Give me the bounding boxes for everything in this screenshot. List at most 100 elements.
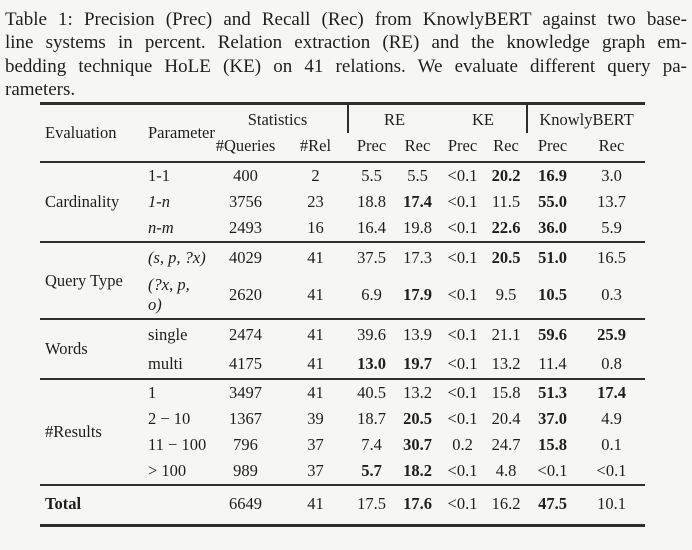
value-cell: 13.2: [491, 353, 521, 373]
table-row: 1-n 3756 23 18.8 17.4 <0.1 11.5 55.0 13.…: [40, 189, 645, 215]
value-cell: 5.5: [361, 166, 382, 186]
value-cell: 16.9: [538, 166, 567, 186]
header-evaluation: Evaluation: [45, 122, 117, 142]
parameter-cell: n-m: [148, 218, 174, 238]
total-row: Total 6649 41 17.5 17.6 <0.1 16.2 47.5 1…: [40, 485, 645, 525]
header-queries: #Queries: [215, 135, 276, 155]
value-cell: 0.8: [601, 353, 622, 373]
value-cell: 0.1: [601, 435, 622, 455]
value-cell: 23: [307, 192, 324, 212]
value-cell: 4.9: [601, 409, 622, 429]
value-cell: <0.1: [447, 461, 478, 481]
value-cell: <0.1: [447, 192, 478, 212]
value-cell: <0.1: [537, 461, 568, 481]
value-cell: 5.9: [601, 218, 622, 238]
value-cell: 0.3: [601, 285, 622, 305]
row-group-label: #Results: [45, 422, 102, 442]
value-cell: 3.0: [601, 166, 622, 186]
row-group-label: Query Type: [45, 270, 123, 290]
value-cell: <0.1: [447, 409, 478, 429]
value-cell: 18.8: [357, 192, 386, 212]
value-cell: 20.2: [491, 166, 521, 186]
parameter-cell: 1: [148, 383, 157, 403]
header-rel: #Rel: [299, 135, 332, 155]
value-cell: 30.7: [403, 435, 432, 455]
value-cell: 989: [233, 461, 258, 481]
table-header: Evaluation Parameter Statistics RE KE Kn…: [40, 103, 645, 163]
row-group-label: Cardinality: [45, 192, 120, 212]
value-cell: <0.1: [447, 383, 478, 403]
value-cell: 796: [233, 435, 258, 455]
header-group-knowlybert: KnowlyBERT: [526, 103, 645, 134]
parameter-cell: 1-1: [148, 166, 170, 186]
value-cell: 25.9: [597, 324, 626, 344]
value-cell: 5.5: [407, 166, 428, 186]
table-row: multi 4175 41 13.0 19.7 <0.1 13.2 11.4 0…: [40, 349, 645, 379]
header-ke-rec: Rec: [493, 135, 519, 155]
header-parameter: Parameter: [148, 122, 215, 142]
parameter-cell: > 100: [148, 461, 187, 481]
value-cell: 41: [307, 324, 324, 344]
section-query-type: Query Type (s, p, ?x) 4029 41 37.5 17.3 …: [40, 242, 645, 319]
value-cell: 21.1: [491, 324, 521, 344]
value-cell: 16.4: [357, 218, 386, 238]
table-row: #Results 1 3497 41 40.5 13.2 <0.1 15.8 5…: [40, 379, 645, 441]
value-cell: 51.0: [538, 247, 567, 267]
value-cell: 47.5: [538, 494, 567, 514]
table-row: Cardinality 1-1 400 2 5.5 5.5 <0.1 20.2 …: [40, 162, 645, 211]
value-cell: 15.8: [491, 383, 521, 403]
header-group-row: Evaluation Parameter Statistics RE KE Kn…: [40, 103, 645, 142]
value-cell: 51.3: [538, 383, 567, 403]
value-cell: 2493: [229, 218, 262, 238]
table-row: (?x, p, o) 2620 41 6.9 17.9 <0.1 9.5 10.…: [40, 272, 645, 319]
value-cell: 7.4: [361, 435, 382, 455]
value-cell: 11.4: [538, 353, 567, 373]
value-cell: 24.7: [491, 435, 521, 455]
value-cell: 39: [307, 409, 324, 429]
value-cell: 6649: [229, 494, 262, 514]
caption-line: Table 1: Precision (Prec) and Recall (Re…: [5, 9, 687, 30]
header-kb-rec: Rec: [598, 135, 625, 155]
value-cell: 17.4: [597, 383, 626, 403]
value-cell: 4.8: [495, 461, 517, 481]
value-cell: 3497: [229, 383, 262, 403]
table-row: n-m 2493 16 16.4 19.8 <0.1 22.6 36.0 5.9: [40, 215, 645, 242]
value-cell: 10.5: [538, 285, 567, 305]
value-cell: 17.5: [357, 494, 386, 514]
value-cell: 19.7: [403, 353, 432, 373]
results-table: Evaluation Parameter Statistics RE KE Kn…: [40, 101, 645, 527]
value-cell: <0.1: [447, 324, 478, 344]
value-cell: 37: [307, 461, 324, 481]
table-row: Query Type (s, p, ?x) 4029 41 37.5 17.3 …: [40, 242, 645, 290]
value-cell: 16.5: [597, 247, 626, 267]
value-cell: <0.1: [447, 494, 478, 514]
value-cell: 36.0: [538, 218, 567, 238]
value-cell: 17.4: [403, 192, 432, 212]
header-sub-row: #Queries #Rel Prec Rec Prec Rec Prec Rec: [40, 133, 645, 162]
value-cell: 10.1: [597, 494, 626, 514]
value-cell: 41: [307, 353, 324, 373]
value-cell: 55.0: [538, 192, 567, 212]
value-cell: 18.2: [403, 461, 432, 481]
value-cell: <0.1: [447, 353, 478, 373]
value-cell: 17.9: [403, 285, 432, 305]
header-kb-prec: Prec: [537, 135, 568, 155]
value-cell: 16: [307, 218, 324, 238]
value-cell: 11.5: [491, 192, 521, 212]
section-cardinality: Cardinality 1-1 400 2 5.5 5.5 <0.1 20.2 …: [40, 162, 645, 242]
value-cell: 4029: [229, 247, 262, 267]
section-total: Total 6649 41 17.5 17.6 <0.1 16.2 47.5 1…: [40, 485, 645, 525]
header-group-statistics: Statistics: [208, 103, 349, 134]
value-cell: <0.1: [447, 166, 478, 186]
value-cell: 13.7: [597, 192, 626, 212]
value-cell: 37.5: [357, 247, 386, 267]
parameter-cell: 11 − 100: [148, 435, 207, 455]
total-label: Total: [45, 494, 82, 514]
value-cell: 37: [307, 435, 324, 455]
value-cell: 19.8: [403, 218, 432, 238]
value-cell: 22.6: [491, 218, 521, 238]
value-cell: 41: [307, 494, 324, 514]
value-cell: 2474: [229, 324, 262, 344]
caption-line: line systems in percent. Relation extrac…: [5, 32, 687, 54]
value-cell: 41: [307, 285, 324, 305]
